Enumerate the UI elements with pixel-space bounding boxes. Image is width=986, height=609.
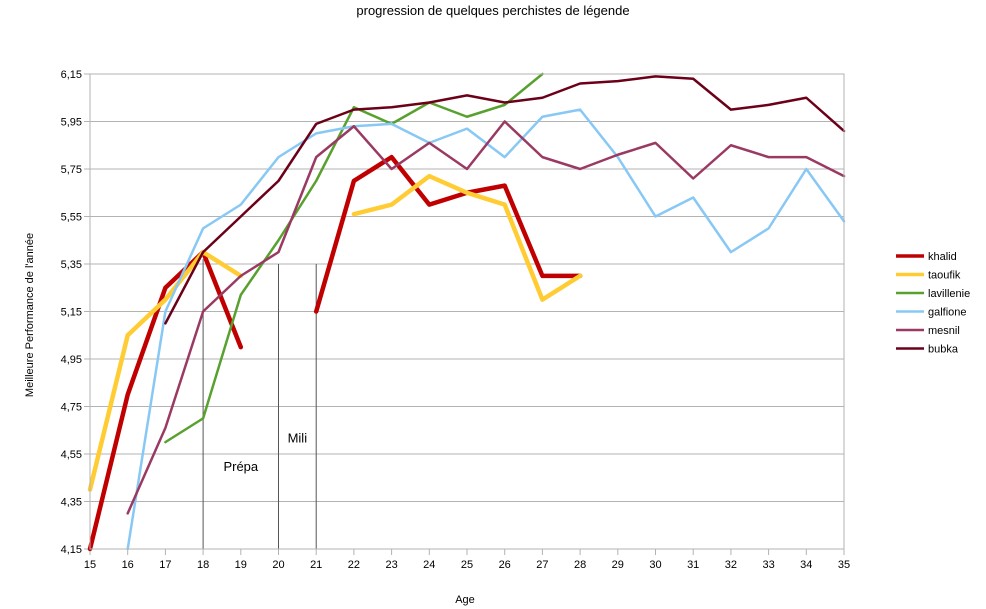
- x-tick-label: 25: [461, 559, 473, 571]
- series-line-mesnil: [126, 120, 846, 515]
- x-tick-label: 19: [235, 559, 247, 571]
- vertical-markers: [202, 259, 317, 549]
- series-line-khalid: [87, 249, 244, 552]
- x-tick-label: 24: [423, 559, 435, 571]
- legend-label-galfione: galfione: [928, 307, 967, 319]
- y-tick-label: 4,35: [61, 497, 82, 509]
- legend-label-taoufik: taoufik: [928, 270, 961, 282]
- x-tick-labels: 15 16 17 18 19 20 21 22 23 24 25 26 27 28 29 30 31 32 33 34…: [84, 559, 850, 571]
- x-tick-label: 33: [762, 559, 774, 571]
- y-tick-label: 5,75: [61, 164, 82, 176]
- series-line-galfione: [126, 108, 846, 551]
- x-tick-label: 32: [725, 559, 737, 571]
- y-tick-label: 6,15: [61, 69, 82, 81]
- y-tick-label: 5,35: [61, 259, 82, 271]
- series-line-lavillenie: [164, 72, 544, 444]
- legend: khalid taoufik lavillenie galfione mesnil bub…: [896, 251, 970, 356]
- plot-border: [89, 73, 845, 550]
- legend-label-mesnil: mesnil: [928, 325, 960, 337]
- x-tick-label: 31: [687, 559, 699, 571]
- annotations: Prépa Mili: [223, 430, 307, 474]
- x-tick-label: 17: [159, 559, 171, 571]
- legend-label-lavillenie: lavillenie: [928, 288, 970, 300]
- legend-label-khalid: khalid: [928, 251, 957, 263]
- x-tick-label: 15: [84, 559, 96, 571]
- x-tick-label: 29: [612, 559, 624, 571]
- y-tick-label: 4,95: [61, 354, 82, 366]
- x-tick-label: 20: [272, 559, 284, 571]
- series-line-bubka: [164, 75, 846, 325]
- x-tick-label: 26: [499, 559, 511, 571]
- x-tick-label: 21: [310, 559, 322, 571]
- legend-label-bubka: bubka: [928, 344, 959, 356]
- annotation-label: Prépa: [223, 459, 258, 474]
- y-tick-label: 4,75: [61, 402, 82, 414]
- y-tick-label: 5,55: [61, 212, 82, 224]
- y-tick-label: 5,15: [61, 307, 82, 319]
- x-tick-label: 28: [574, 559, 586, 571]
- x-tick-label: 35: [838, 559, 850, 571]
- x-tick-label: 34: [800, 559, 812, 571]
- y-tick-label: 4,15: [61, 544, 82, 556]
- y-tick-label: 4,55: [61, 449, 82, 461]
- x-tick-label: 27: [536, 559, 548, 571]
- x-tick-label: 22: [348, 559, 360, 571]
- annotation-label: Mili: [288, 430, 308, 445]
- y-tick-label: 5,95: [61, 117, 82, 129]
- chart-title: progression de quelques perchistes de lé…: [356, 3, 629, 18]
- x-tick-label: 18: [197, 559, 209, 571]
- x-tick-label: 23: [385, 559, 397, 571]
- series-lines: [87, 72, 846, 552]
- y-axis-label: Meilleure Performance de l'année: [24, 233, 36, 397]
- y-tick-labels: 4,15 4,35 4,55 4,75 4,95 5,15 5,35 5,55 5,75 5,95…: [61, 69, 82, 556]
- series-line-taoufik: [87, 249, 244, 492]
- x-tick-label: 30: [649, 559, 661, 571]
- x-axis-label: Age: [455, 594, 475, 606]
- x-tick-label: 16: [122, 559, 134, 571]
- series-line-khalid: [313, 154, 583, 314]
- series-line-taoufik: [351, 173, 583, 302]
